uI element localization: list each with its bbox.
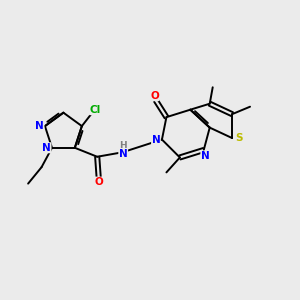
- Text: N: N: [42, 143, 51, 153]
- Text: S: S: [235, 133, 242, 143]
- Text: Cl: Cl: [90, 105, 101, 115]
- Text: O: O: [94, 177, 103, 187]
- Text: N: N: [201, 151, 210, 161]
- Text: O: O: [150, 91, 159, 101]
- Text: H: H: [119, 141, 127, 150]
- Text: N: N: [119, 149, 128, 159]
- Text: N: N: [152, 134, 160, 145]
- Text: N: N: [35, 121, 44, 131]
